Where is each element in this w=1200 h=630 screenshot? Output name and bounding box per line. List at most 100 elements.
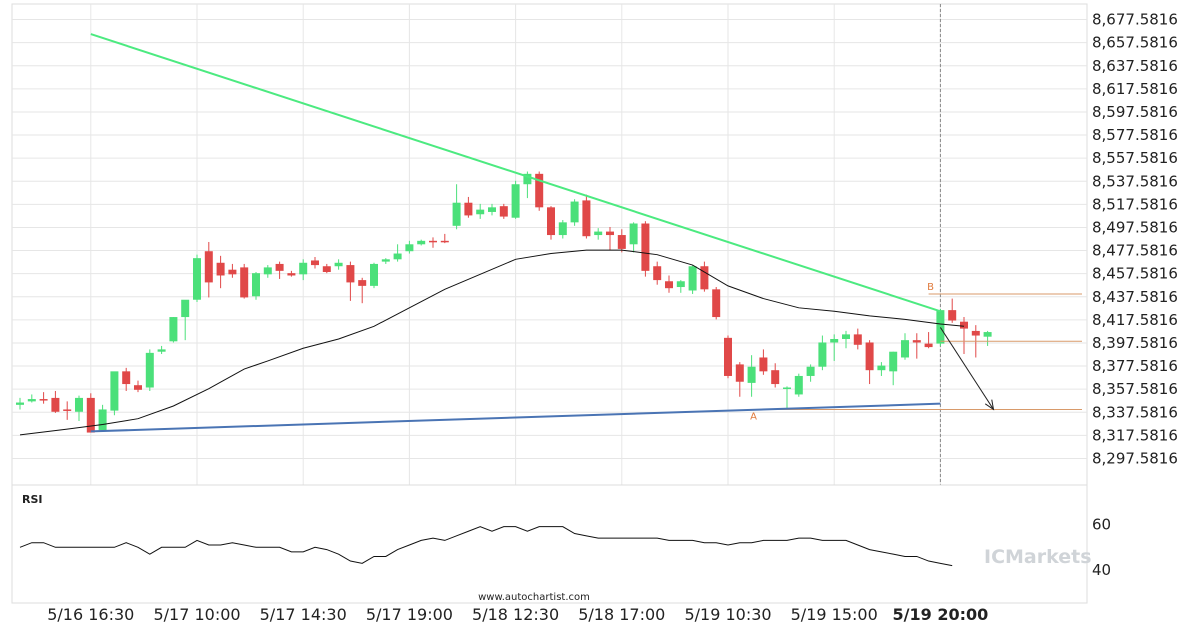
candle-down bbox=[641, 223, 650, 271]
candle-up bbox=[783, 387, 791, 390]
candle-down bbox=[582, 200, 591, 237]
candle-up bbox=[27, 399, 36, 402]
x-tick-label: 5/17 10:00 bbox=[153, 605, 240, 624]
candle-down bbox=[122, 371, 131, 385]
candle-up bbox=[98, 409, 107, 431]
candle-down bbox=[759, 357, 768, 372]
main-panel: BA 8,677.58168,657.58168,637.58168,617.5… bbox=[11, 3, 1178, 603]
candle-down bbox=[865, 342, 874, 371]
candle-down bbox=[240, 267, 249, 298]
candle-down bbox=[771, 370, 780, 385]
candle-down bbox=[440, 240, 449, 243]
candle-up bbox=[983, 332, 992, 337]
candle-up bbox=[381, 259, 390, 262]
candle-down bbox=[86, 397, 95, 433]
rsi-tick-label: 60 bbox=[1092, 515, 1111, 533]
pattern-point-label: B bbox=[927, 282, 934, 293]
y-tick-label: 8,497.5816 bbox=[1092, 218, 1178, 236]
y-tick-label: 8,377.5816 bbox=[1092, 357, 1178, 375]
candle-up bbox=[181, 299, 190, 318]
candle-up bbox=[594, 231, 603, 236]
x-tick-label: 5/19 15:00 bbox=[791, 605, 878, 624]
candle-down bbox=[204, 251, 213, 283]
candle-up bbox=[629, 223, 638, 245]
y-tick-label: 8,577.5816 bbox=[1092, 126, 1178, 144]
candle-down bbox=[535, 173, 544, 208]
candle-up bbox=[110, 371, 119, 411]
candle-up bbox=[818, 342, 827, 367]
y-tick-label: 8,637.5816 bbox=[1092, 57, 1178, 75]
pattern-lines: BA bbox=[19, 33, 1082, 436]
candle-down bbox=[665, 281, 673, 289]
candle-up bbox=[889, 351, 898, 372]
pattern-point-label: A bbox=[750, 411, 757, 422]
y-tick-label: 8,297.5816 bbox=[1092, 449, 1178, 467]
y-tick-label: 8,537.5816 bbox=[1092, 172, 1178, 190]
candle-up bbox=[299, 262, 308, 275]
y-tick-label: 8,357.5816 bbox=[1092, 380, 1178, 398]
x-tick-label: 5/16 16:30 bbox=[47, 605, 134, 624]
forecast-arrow-head bbox=[984, 399, 995, 411]
y-tick-label: 8,437.5816 bbox=[1092, 288, 1178, 306]
y-tick-label: 8,337.5816 bbox=[1092, 403, 1178, 421]
candle-up bbox=[370, 263, 378, 286]
y-tick-label: 8,657.5816 bbox=[1092, 34, 1178, 52]
rsi-line bbox=[19, 526, 953, 567]
resistance-trendline bbox=[90, 33, 941, 313]
x-tick-label: 5/18 17:00 bbox=[578, 605, 665, 624]
candle-down bbox=[853, 334, 862, 345]
y-tick-label: 8,417.5816 bbox=[1092, 311, 1178, 329]
candle-down bbox=[464, 202, 473, 216]
y-tick-label: 8,617.5816 bbox=[1092, 80, 1178, 98]
x-tick-label: 5/19 10:30 bbox=[684, 605, 771, 624]
candle-up bbox=[334, 262, 343, 267]
candle-up bbox=[558, 222, 567, 236]
y-tick-label: 8,677.5816 bbox=[1092, 11, 1178, 29]
y-tick-label: 8,317.5816 bbox=[1092, 426, 1178, 444]
candle-up bbox=[476, 209, 485, 215]
candle-down bbox=[346, 265, 355, 283]
candle-down bbox=[429, 240, 437, 243]
y-axis: 8,677.5816 8,657.5816 8,637.5816 8,617.5816… bbox=[1092, 11, 1178, 468]
candle-up bbox=[252, 273, 260, 297]
candle-up bbox=[417, 240, 426, 245]
candle-down bbox=[912, 340, 921, 343]
candle-down bbox=[924, 343, 933, 348]
candle-down bbox=[700, 266, 709, 290]
candle-down bbox=[547, 207, 555, 236]
rsi-tick-label: 40 bbox=[1092, 561, 1111, 579]
candle-up bbox=[169, 317, 178, 342]
candle-up bbox=[806, 366, 815, 376]
forecast-arrow-line bbox=[939, 327, 994, 410]
candle-down bbox=[724, 337, 732, 376]
candle-down bbox=[653, 266, 662, 281]
rsi-panel: RSI 60 40 ICMarkets www.autochartist.com bbox=[11, 484, 1111, 604]
candle-down bbox=[735, 364, 744, 382]
x-tick-label: 5/17 14:30 bbox=[260, 605, 347, 624]
candle-down bbox=[358, 280, 367, 286]
candle-down bbox=[311, 260, 319, 266]
candle-down bbox=[499, 206, 508, 217]
candle-up bbox=[523, 173, 532, 185]
candle-up bbox=[676, 281, 685, 288]
x-tick-label: 5/17 19:00 bbox=[366, 605, 453, 624]
candle-down bbox=[971, 330, 980, 336]
y-tick-label: 8,397.5816 bbox=[1092, 334, 1178, 352]
candle-down bbox=[216, 262, 225, 276]
x-axis: 5/16 16:30 5/17 10:00 5/17 14:30 5/17 19:00… bbox=[47, 605, 988, 624]
candle-up bbox=[75, 397, 83, 412]
y-tick-label: 8,557.5816 bbox=[1092, 149, 1178, 167]
y-tick-label: 8,597.5816 bbox=[1092, 103, 1178, 121]
moving-average-line bbox=[19, 249, 965, 436]
support-trendline bbox=[90, 402, 941, 433]
candle-up bbox=[16, 402, 24, 405]
y-tick-label: 8,477.5816 bbox=[1092, 242, 1178, 260]
main-panel-frame bbox=[11, 3, 1088, 508]
candle-up bbox=[405, 244, 414, 252]
candle-up bbox=[145, 352, 154, 388]
candle-up bbox=[511, 184, 520, 218]
candle-down bbox=[63, 409, 72, 411]
candle-up bbox=[452, 202, 461, 226]
candle-down bbox=[287, 273, 296, 276]
